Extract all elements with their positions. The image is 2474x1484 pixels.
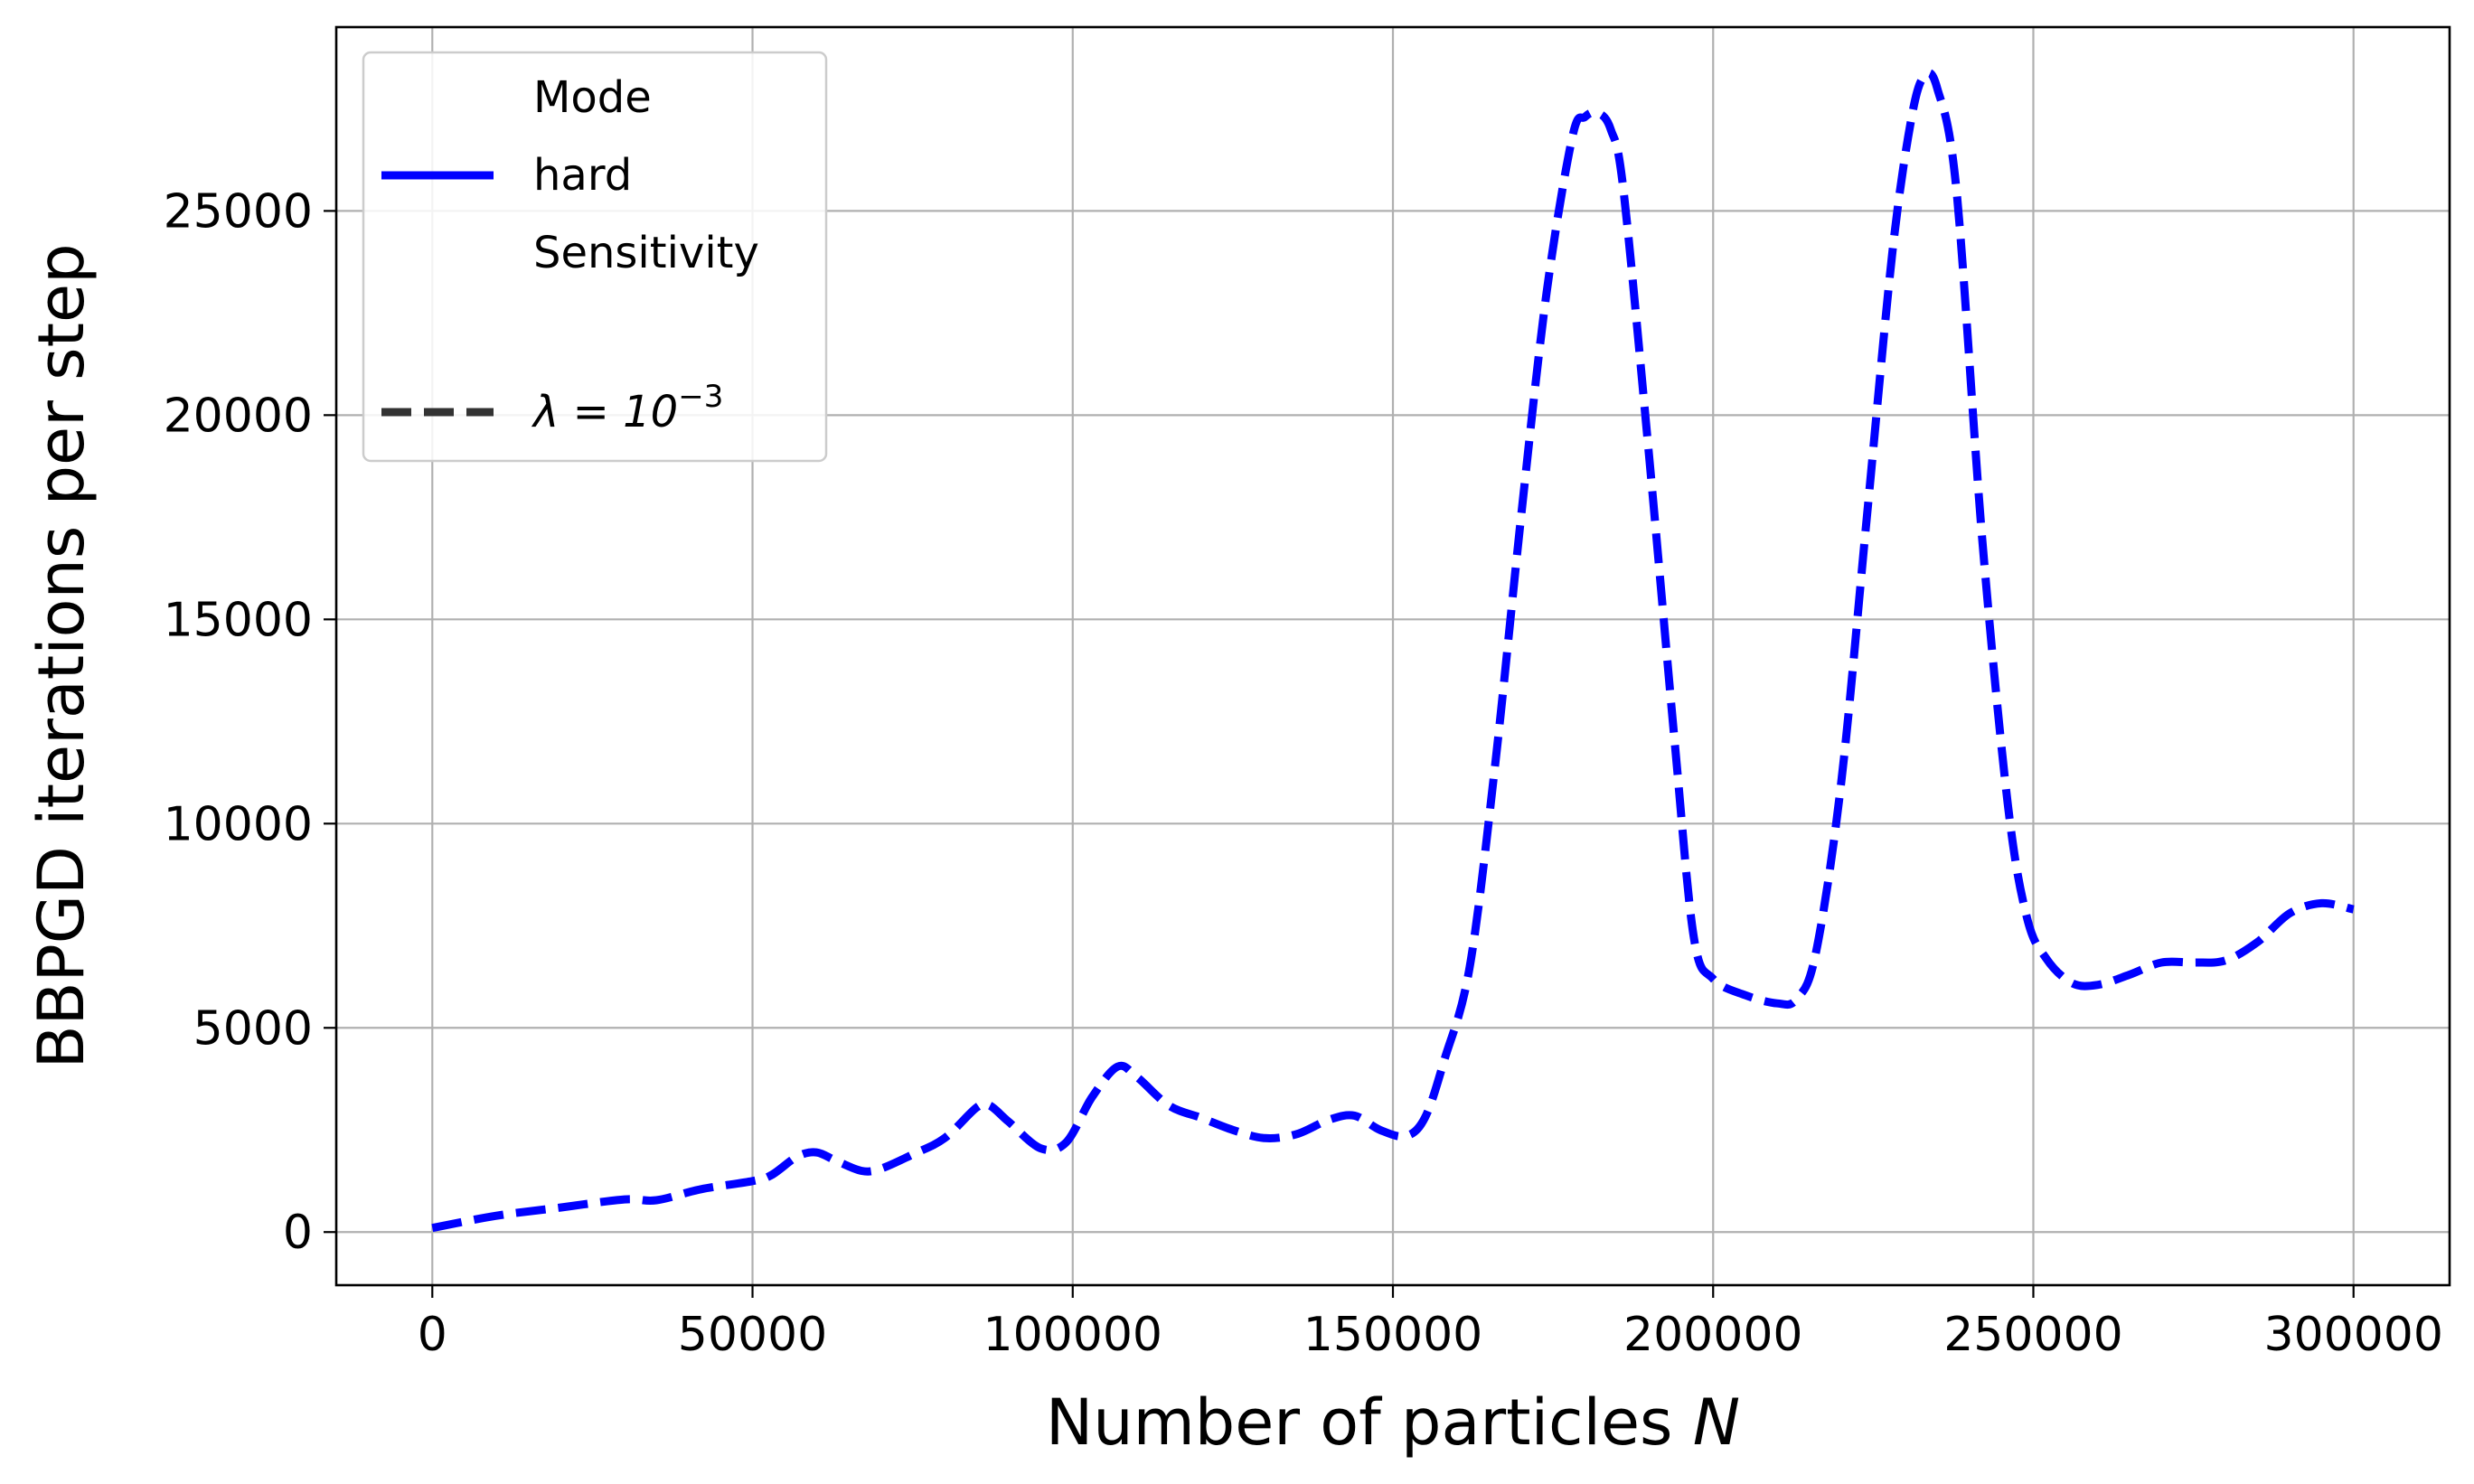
y-tick-label: 0 [283,1206,313,1260]
x-tick-label: 100000 [983,1308,1162,1362]
series-line [431,69,2355,1233]
legend-label-lambda-exponent: −3 [678,379,723,415]
y-tick-label: 10000 [164,797,313,851]
y-tick-label: 25000 [164,184,313,239]
x-axis-title-text: Number of particles [1046,1385,1673,1460]
ticks: 0 50000 100000 150000 200000 250000 300000 0 500… [164,184,2443,1362]
legend-label-hard: hard [533,150,632,201]
x-axis-title-variable: N [1693,1385,1740,1460]
legend-label-lambda-base: λ = 10 [531,387,678,437]
y-axis-title: BBPGD iterations per step [24,243,99,1068]
legend-header-sensitivity: Sensitivity [533,228,759,278]
y-tick-label: 20000 [164,389,313,443]
x-tick-label: 200000 [1623,1308,1803,1362]
x-tick-label: 250000 [1943,1308,2123,1362]
y-tick-label: 5000 [193,1001,313,1056]
x-tick-label: 150000 [1303,1308,1483,1362]
y-tick-label: 15000 [164,593,313,647]
x-tick-label: 0 [418,1308,447,1362]
x-tick-label: 300000 [2263,1308,2443,1362]
legend-box [362,51,828,463]
x-tick-label: 50000 [678,1308,827,1362]
x-axis-title: Number of particles N [1046,1385,1740,1460]
legend: Mode hard Sensitivity λ = 10−3 [362,51,828,463]
series-layer [431,69,2355,1233]
legend-label-lambda: λ = 10−3 [531,379,723,437]
legend-header-mode: Mode [533,72,652,123]
